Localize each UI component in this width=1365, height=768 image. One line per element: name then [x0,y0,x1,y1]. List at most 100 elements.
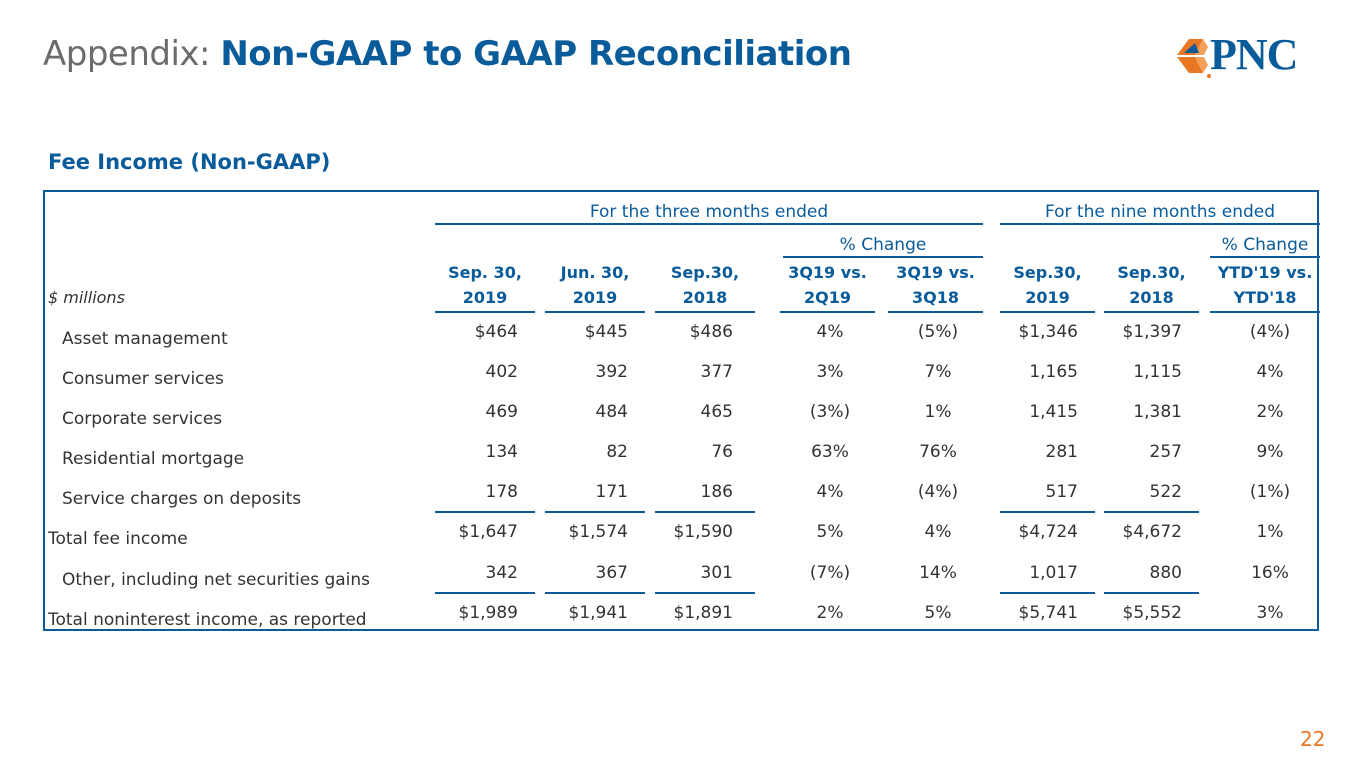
col-header-line1: Sep.30, [1013,263,1082,282]
table-cell: 301 [700,563,733,583]
col-header-line1: 3Q19 vs. [896,263,975,282]
table-cell: 392 [595,362,628,382]
col-header-underline [655,311,755,313]
table-cell: $1,590 [673,522,733,542]
table-cell: 171 [595,482,628,502]
table-frame [43,190,1319,631]
row-label: Residential mortgage [62,449,245,469]
pnc-logo [1177,39,1211,78]
pct-change-underline-three [783,256,983,258]
table-cell: $1,989 [458,603,518,623]
col-header-line1: Sep.30, [670,263,740,282]
col-header-line1: 3Q19 vs. [788,263,867,282]
row-label: Service charges on deposits [62,489,302,509]
col-header-underline [780,311,875,313]
table-cell: $1,346 [1018,322,1078,342]
table-cell: 1,017 [1029,563,1078,583]
table-cell: 14% [919,563,957,583]
table-cell: 82 [606,442,628,462]
pct-change-underline-nine [1210,256,1320,258]
table-cell: 469 [485,402,518,422]
table-cell: 4% [1256,362,1284,382]
table-cell: 880 [1149,563,1182,583]
title-main: Non-GAAP to GAAP Reconciliation [220,34,852,74]
table-cell: 342 [485,563,518,583]
table-cell: $4,724 [1018,522,1078,542]
table-cell: $1,941 [568,603,628,623]
col-header-line2: 2018 [682,288,728,307]
table-cell: 4% [816,482,844,502]
col-header-line2: 2019 [1025,288,1070,307]
row-label: Asset management [62,329,228,349]
table-cell: 402 [485,362,518,382]
table-cell: $486 [689,322,733,342]
table-cell: (1%) [1249,482,1291,502]
group-underline-three-months [435,223,983,225]
table-cell: 5% [924,603,952,623]
logo-wordmark: PNC [1210,30,1298,79]
table-cell: 377 [700,362,733,382]
col-header-line2: YTD'18 [1233,288,1297,307]
table-cell: 465 [700,402,733,422]
row-label: Corporate services [62,409,223,429]
col-header-line2: 2Q19 [804,288,851,307]
title-prefix: Appendix: [43,34,211,74]
col-header-underline [545,311,645,313]
table-cell: 522 [1149,482,1182,502]
table-cell: 9% [1256,442,1284,462]
table-cell: $1,647 [458,522,518,542]
table-cell: $1,397 [1122,322,1182,342]
row-label: Total noninterest income, as reported [48,610,367,630]
table-cell: 5% [816,522,844,542]
table-cell: 76 [711,442,733,462]
row-label: Total fee income [48,529,188,549]
table-cell: 1% [924,402,952,422]
table-cell: 7% [924,362,952,382]
col-header-line2: 3Q18 [912,288,959,307]
table-cell: (3%) [809,402,851,422]
group-underline-nine-months [1000,223,1320,225]
page-title: Appendix: Non-GAAP to GAAP Reconciliatio… [43,34,852,74]
row-label: Consumer services [62,369,224,389]
section-subtitle: Fee Income (Non-GAAP) [48,150,331,174]
table-cell: 517 [1045,482,1078,502]
group-header-three-months: For the three months ended [589,202,829,222]
table-cell: $5,741 [1018,603,1078,623]
pnc-logo-icon [1177,39,1211,78]
table-cell: 63% [811,442,849,462]
col-header-line1: YTD'19 vs. [1217,263,1313,282]
table-cell: 1,115 [1133,362,1182,382]
col-header-line2: 2019 [462,288,508,307]
table-cell: 1,415 [1029,402,1078,422]
table-cell: $445 [584,322,628,342]
table-cell: 16% [1251,563,1289,583]
group-header-nine-months: For the nine months ended [1044,202,1276,222]
table-cell: 3% [1256,603,1284,623]
col-header-underline [435,311,535,313]
table-cell: 257 [1149,442,1182,462]
col-header-line1: Sep.30, [1117,263,1186,282]
table-cell: 134 [485,442,518,462]
page-number: 22 [1300,727,1326,751]
table-cell: (4%) [917,482,959,502]
table-cell: 1,165 [1029,362,1078,382]
table-cell: 2% [816,603,844,623]
table-cell: (4%) [1249,322,1291,342]
table-cell: (5%) [917,322,959,342]
table-cell: 1% [1256,522,1284,542]
table-cell: $1,574 [568,522,628,542]
col-header-underline [1000,311,1095,313]
pct-change-header-nine: % Change [1221,235,1309,255]
col-header-underline [1104,311,1199,313]
pct-change-header-three: % Change [839,235,927,255]
col-header-line2: 2019 [572,288,618,307]
table-cell: 367 [595,563,628,583]
col-header-line1: Sep. 30, [448,263,522,282]
units-label: $ millions [48,288,125,307]
col-header-underline [888,311,983,313]
col-header-line2: 2018 [1129,288,1174,307]
table-cell: $1,891 [673,603,733,623]
table-cell: 281 [1045,442,1078,462]
table-cell: 3% [816,362,844,382]
table-cell: 186 [700,482,733,502]
